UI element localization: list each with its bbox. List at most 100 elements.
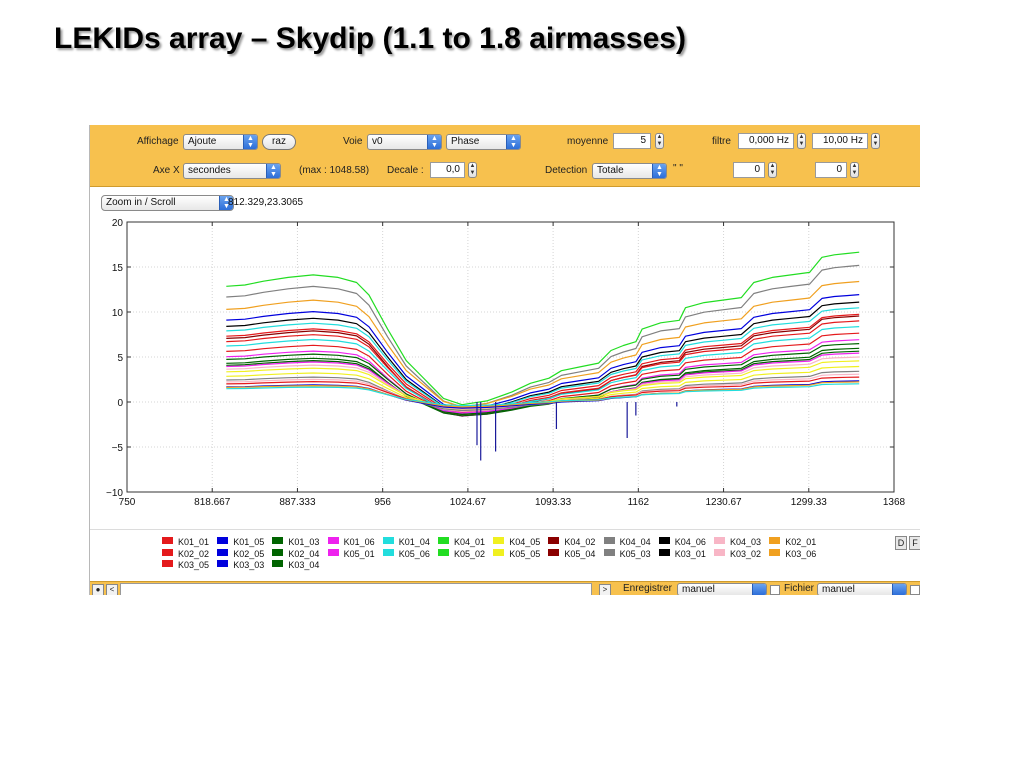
legend-entry[interactable]: K01_05 [217,536,264,548]
legend-entry[interactable]: K01_03 [272,536,319,548]
legend-label: K01_03 [288,537,320,547]
filtre-max-input[interactable]: 10,00 Hz [812,133,868,149]
decale-label: Decale : [387,165,424,176]
x-tick-label: 750 [119,497,136,508]
slide-title: LEKIDs array – Skydip (1.1 to 1.8 airmas… [54,22,686,55]
legend-entry[interactable]: K03_03 [217,559,264,571]
field-a-input[interactable]: 0 [733,162,765,178]
x-tick-label: 956 [374,497,391,508]
enregistrer-select[interactable]: manuel [677,583,767,595]
legend-swatch [603,537,615,544]
series-line [226,280,860,408]
legend-entry[interactable]: K03_05 [162,559,209,571]
field-a-stepper[interactable]: ▲ ▼ [768,162,777,178]
legend-entry[interactable]: K05_04 [548,548,595,560]
legend-entry[interactable]: K05_01 [327,548,375,560]
legend-swatch [438,548,449,556]
legend-entry[interactable]: K05_02 [438,548,485,560]
app-window: Affichage Ajoute ▲ ▼ raz Voie v0 ▲ ▼ Phase… [89,125,920,595]
legend-entry[interactable]: K01_04 [382,536,430,548]
y-tick-label: 20 [112,218,124,229]
legend-label: K03_03 [233,560,265,570]
legend-label: K04_05 [509,537,541,547]
select-arrow-icon: ▲ ▼ [506,135,520,149]
affichage-select[interactable]: Ajoute ▲ ▼ [183,134,258,150]
detection-label: Detection [545,165,588,176]
fichier-select[interactable]: manuel [817,583,907,595]
legend-label: K05_03 [619,548,651,559]
voie-select[interactable]: v0 ▲ ▼ [367,134,442,150]
legend-entry[interactable]: K05_05 [493,548,540,560]
x-tick-label: 1162 [628,497,650,508]
decale-stepper[interactable]: ▲ ▼ [468,162,477,178]
zoom-mode-select[interactable]: Zoom in / Scroll ▲ ▼ [101,195,234,211]
next-button[interactable]: > [599,584,611,595]
legend-swatch [162,560,173,567]
filtre-max-stepper[interactable]: ▲ ▼ [871,133,880,149]
legend-d-button[interactable]: D [895,536,907,550]
legend-entry[interactable]: K05_03 [603,548,651,560]
legend-entry[interactable]: K01_06 [327,536,375,548]
series-line [226,383,860,407]
field-b-stepper[interactable]: ▲ ▼ [850,162,859,178]
legend-entry[interactable]: K04_05 [493,536,540,548]
y-tick-label: 15 [112,263,124,274]
series-line [226,313,860,413]
raz-button[interactable]: raz [262,134,296,150]
filtre-min-input[interactable]: 0,000 Hz [738,133,794,149]
legend-entry[interactable]: K02_04 [272,548,319,560]
fichier-checkbox[interactable] [910,585,920,595]
legend-label: K02_05 [233,548,265,559]
command-input[interactable] [120,583,592,595]
legend-entry[interactable]: K04_02 [548,536,595,548]
decale-input[interactable]: 0,0 [430,162,465,178]
moyenne-stepper[interactable]: ▲ ▼ [655,133,664,149]
legend-swatch [162,537,173,544]
eye-icon[interactable]: ● [92,584,104,595]
moyenne-label: moyenne [567,136,609,147]
legend-entry[interactable]: K03_02 [714,548,761,560]
filtre-label: filtre [712,136,731,147]
voie-value: v0 [372,136,383,147]
legend-entry[interactable]: K04_06 [658,536,706,548]
field-b-input[interactable]: 0 [815,162,847,178]
legend-entry[interactable]: K03_04 [272,559,319,571]
legend-label: K05_02 [454,548,486,559]
legend-label: K03_01 [674,548,706,559]
detection-select[interactable]: Totale ▲ ▼ [592,163,667,179]
enregistrer-checkbox[interactable] [770,585,780,595]
moyenne-input[interactable]: 5 [613,133,651,149]
legend-label: K03_02 [730,548,762,559]
legend-swatch [327,537,339,544]
legend-entry[interactable]: K04_04 [603,536,651,548]
legend-entry[interactable]: K01_01 [162,536,209,548]
legend-swatch [714,548,725,556]
legend-label: K05_05 [509,548,541,559]
legend-entry[interactable]: K02_02 [162,548,209,560]
prev-button[interactable]: < [106,584,118,595]
legend-entry[interactable]: K02_05 [217,548,264,560]
cursor-coordinates: 812.329,23.3065 [228,197,304,208]
skydip-plot[interactable]: 750 818.667 887.333 956 1024.67 1093.33 1162 12… [90,213,920,529]
bottom-bar: ● < > Enregistrer manuel Fichier manuel [90,581,920,595]
legend-entry[interactable]: K04_03 [714,536,761,548]
fichier-value: manuel [822,584,855,595]
legend-f-button[interactable]: F [909,536,920,550]
select-arrow-icon [892,584,906,595]
legend-entry[interactable]: K03_01 [658,548,706,560]
x-tick-label: 1299.33 [791,497,828,508]
legend-entry[interactable]: K04_01 [438,536,485,548]
filtre-min-stepper[interactable]: ▲ ▼ [797,133,806,149]
legend-entry[interactable]: K03_06 [769,548,816,560]
legend-label: K04_02 [564,537,596,547]
legend-entry[interactable]: K05_06 [382,548,430,560]
legend-entry[interactable]: K02_01 [769,536,816,548]
axex-select[interactable]: secondes ▲ ▼ [183,163,281,179]
y-tick-label: 0 [117,398,123,409]
legend-label: K01_06 [343,537,375,547]
legend-swatch [493,537,505,544]
detection-value: Totale [597,165,624,176]
legend-swatch [714,537,725,544]
legend-swatch [382,548,394,556]
mode-select[interactable]: Phase ▲ ▼ [446,134,521,150]
